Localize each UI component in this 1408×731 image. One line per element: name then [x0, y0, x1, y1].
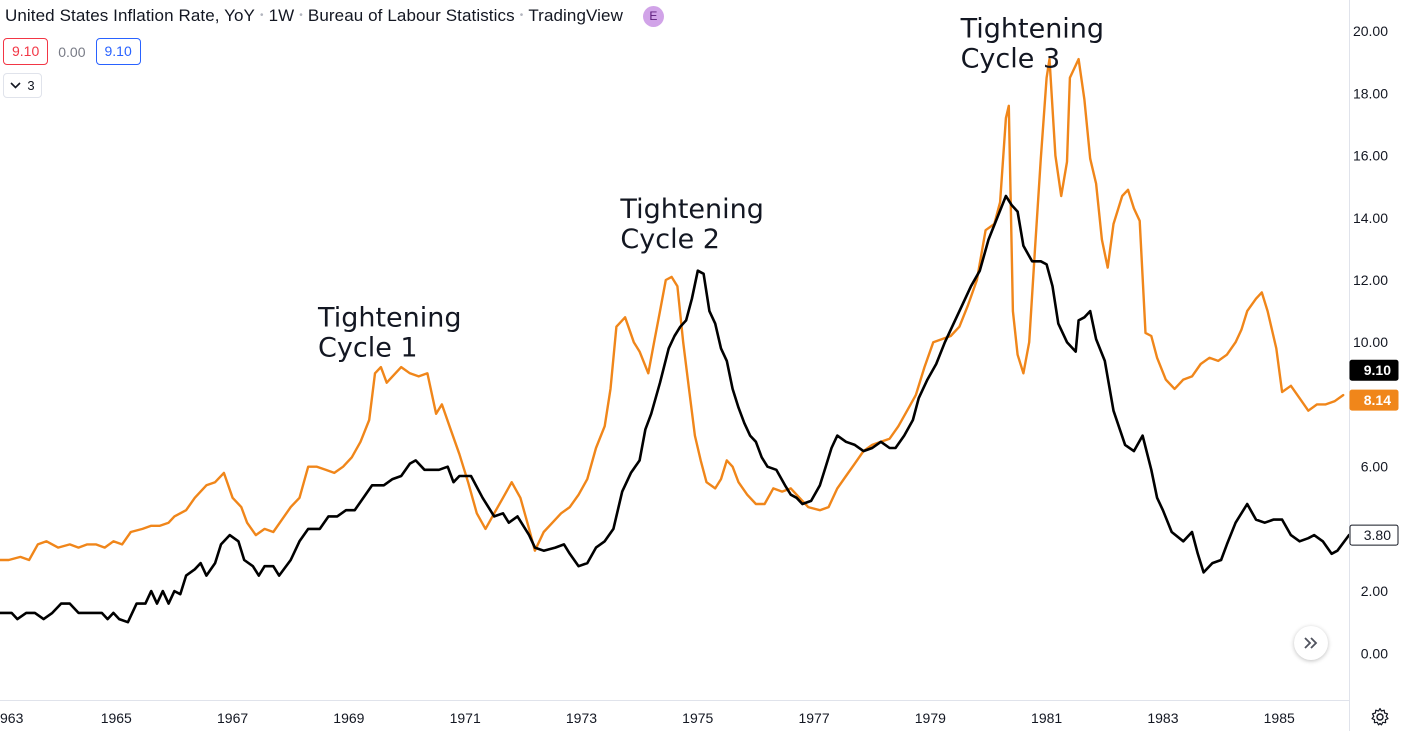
value-row: 9.10 0.00 9.10 — [3, 38, 141, 65]
annotation-line: Cycle 2 — [620, 224, 720, 255]
indicator-count: 3 — [27, 78, 35, 93]
x-tick-label: 963 — [0, 710, 24, 726]
y-tick-label: 2.00 — [1361, 583, 1388, 599]
label-box — [1349, 524, 1399, 546]
x-tick-label: 1975 — [682, 710, 713, 726]
y-tick-label: 12.00 — [1353, 272, 1388, 288]
change-value: 0.00 — [58, 43, 86, 60]
annotation-line: Cycle 3 — [961, 43, 1061, 74]
last-value-label-inflation: 9.10 — [1349, 359, 1399, 381]
plot-area[interactable] — [0, 57, 1351, 624]
series-line-inflation[interactable] — [0, 194, 1351, 624]
x-tick-label: 1985 — [1264, 710, 1295, 726]
symbol-title[interactable]: United States Inflation Rate, YoY — [5, 6, 255, 25]
last-value-label-fed-funds: 8.14 — [1349, 389, 1399, 411]
chevron-down-icon — [10, 82, 21, 89]
x-tick-label: 1977 — [798, 710, 829, 726]
annotation-line: Tightening — [960, 13, 1104, 44]
platform-label: TradingView — [528, 6, 623, 25]
x-tick-label: 1979 — [915, 710, 946, 726]
x-tick-label: 1981 — [1031, 710, 1062, 726]
label-text: 8.14 — [1364, 392, 1391, 408]
annotation-line: Tightening — [317, 303, 461, 334]
x-tick-label: 1971 — [450, 710, 481, 726]
double-chevron-right-icon — [1304, 637, 1318, 649]
label-text: 9.10 — [1364, 362, 1391, 378]
y-tick-label: 20.00 — [1353, 23, 1388, 39]
last-value-labels: 9.10 8.14 3.80 — [1349, 359, 1399, 546]
y-tick-label: 10.00 — [1353, 334, 1388, 350]
separator-dot: • — [519, 10, 524, 21]
scroll-to-realtime-button[interactable] — [1294, 626, 1328, 660]
y-tick-label: 6.00 — [1361, 459, 1388, 475]
label-text: 3.80 — [1364, 527, 1391, 543]
label-box — [1349, 389, 1399, 411]
chart-settings-button[interactable] — [1369, 706, 1391, 728]
source-label: Bureau of Labour Statistics — [307, 6, 515, 25]
x-tick-label: 1967 — [217, 710, 248, 726]
y-tick-label: 14.00 — [1353, 210, 1388, 226]
price-axis[interactable]: 0.002.006.008.0010.0012.0014.0016.0018.0… — [1353, 23, 1388, 661]
interval-label[interactable]: 1W — [268, 6, 295, 25]
gear-icon — [1371, 707, 1389, 726]
symbol-legend[interactable]: United States Inflation Rate, YoY • 1W • Bur… — [5, 6, 664, 27]
annotation-line: Tightening — [619, 194, 763, 225]
x-tick-label: 1983 — [1147, 710, 1178, 726]
y-tick-label: 18.00 — [1353, 85, 1388, 101]
x-tick-label: 1973 — [566, 710, 597, 726]
y-tick-label: 16.00 — [1353, 148, 1388, 164]
time-axis[interactable]: 963 1965 1967 1969 1971 1973 1975 1977 1979 1981 1… — [0, 710, 1295, 726]
last-value-label-reference: 3.80 — [1349, 524, 1399, 546]
separator-dot: • — [259, 10, 264, 21]
open-value-pill[interactable]: 9.10 — [3, 38, 49, 65]
x-tick-label: 1965 — [101, 710, 132, 726]
indicators-toggle-button[interactable]: 3 — [3, 73, 42, 98]
label-box — [1349, 359, 1399, 381]
series-line-fed-funds[interactable] — [0, 57, 1345, 562]
x-tick-label: 1969 — [333, 710, 364, 726]
annotation-line: Cycle 1 — [318, 333, 418, 364]
close-value-pill[interactable]: 9.10 — [95, 38, 141, 65]
y-tick-label: 0.00 — [1361, 645, 1388, 661]
economic-events-badge[interactable]: E — [642, 6, 664, 27]
separator-dot: • — [299, 10, 303, 21]
